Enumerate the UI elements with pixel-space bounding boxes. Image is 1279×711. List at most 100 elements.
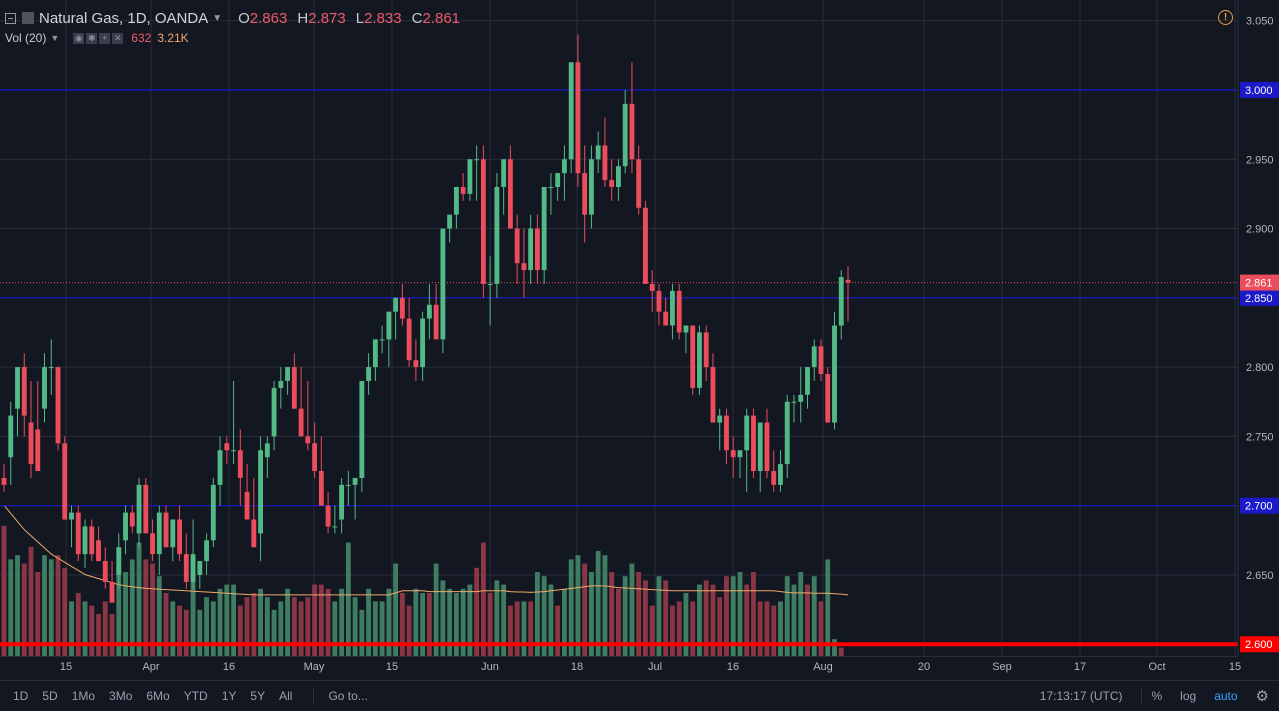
candle-body <box>399 297 405 319</box>
candle-body <box>609 180 615 187</box>
timeframe-1mo[interactable]: 1Mo <box>71 689 96 703</box>
volume-bar <box>28 546 34 656</box>
volume-bar <box>703 580 709 656</box>
volume-bar <box>737 572 743 656</box>
candle-body <box>697 332 702 388</box>
time-tick-label: Apr <box>142 661 159 673</box>
volume-bar <box>82 601 88 656</box>
time-tick-label: Jun <box>481 661 499 673</box>
candle-body <box>588 159 594 215</box>
volume-bar <box>96 614 101 656</box>
log-toggle[interactable]: log <box>1180 689 1197 703</box>
high-value: 2.873 <box>308 9 346 27</box>
candle-body <box>832 325 837 423</box>
plus-icon[interactable]: + <box>99 32 111 44</box>
symbol-name[interactable]: Natural Gas, 1D, OANDA <box>39 9 209 27</box>
price-label-tag <box>1240 81 1279 98</box>
timeframe-ytd[interactable]: YTD <box>183 689 208 703</box>
horizontal-lines <box>0 89 1238 647</box>
candle-body <box>217 450 223 485</box>
candle-body <box>325 505 331 527</box>
volume-bar <box>474 567 480 656</box>
volume-bar <box>784 576 790 656</box>
volume-bar <box>534 572 540 656</box>
price-chart[interactable]: 3.050 3.000 2.950 2.900 2.850 2.800 2.750 2.700… <box>0 0 1279 680</box>
chevron-down-icon[interactable]: ▼ <box>50 33 60 43</box>
auto-toggle[interactable]: auto <box>1214 689 1238 703</box>
clock-time[interactable]: 17:13:17 (UTC) <box>1039 689 1123 703</box>
volume-bar <box>170 601 176 656</box>
volume-bar <box>832 639 837 656</box>
time-tick-label: 15 <box>1229 661 1241 673</box>
timeframe-5d[interactable]: 5D <box>42 689 58 703</box>
volume-bar <box>453 593 459 656</box>
candle-body <box>595 145 601 160</box>
candle-body <box>798 394 804 402</box>
candle-body <box>332 526 338 528</box>
price-label-text: 2.861 <box>1245 278 1273 290</box>
close-icon[interactable]: ✕ <box>112 32 124 44</box>
candlesticks <box>1 34 851 603</box>
candle-body <box>528 228 534 271</box>
gear-icon[interactable]: ⚙ <box>1255 688 1269 705</box>
time-tick-label: Sep <box>992 661 1012 673</box>
candle-body <box>602 145 608 181</box>
volume-bar <box>555 605 561 656</box>
volume-bar <box>69 601 74 656</box>
candle-body <box>703 332 709 368</box>
eye-icon[interactable]: ◉ <box>73 32 85 44</box>
volume-bar <box>656 576 662 656</box>
volume-bar <box>602 555 608 656</box>
candle-body <box>629 103 635 160</box>
candle-body <box>507 159 513 229</box>
timeframe-6mo[interactable]: 6Mo <box>146 689 170 703</box>
volume-bar <box>582 563 588 656</box>
volume-bar <box>1 525 7 656</box>
volume-bar <box>791 584 797 656</box>
volume-bar <box>177 605 182 656</box>
candle-body <box>231 450 236 452</box>
goto-button[interactable]: Go to... <box>328 689 368 703</box>
candle-body <box>298 408 304 437</box>
volume-label[interactable]: Vol (20) <box>5 31 47 45</box>
price-label-tag <box>1240 497 1279 514</box>
settings-icon[interactable]: ✱ <box>86 32 98 44</box>
volume-bars <box>1 504 849 656</box>
candle-body <box>89 526 95 555</box>
time-tick-label: 17 <box>1074 661 1086 673</box>
timeframe-3mo[interactable]: 3Mo <box>109 689 133 703</box>
timeframe-5y[interactable]: 5Y <box>250 689 266 703</box>
timeframe-all[interactable]: All <box>279 689 293 703</box>
candle-body <box>460 186 466 194</box>
timeframe-1d[interactable]: 1D <box>13 689 29 703</box>
collapse-icon[interactable] <box>5 12 16 24</box>
volume-bar <box>237 605 243 656</box>
candle-body <box>210 484 216 541</box>
time-axis[interactable]: 15 Apr 16 May 15 Jun 18 Jul 16 Aug 20 Sep 17 Oct 15 <box>60 661 1241 673</box>
candle-body <box>143 484 149 534</box>
candle-body <box>811 346 817 368</box>
volume-bar <box>636 572 642 656</box>
volume-bar <box>264 597 270 656</box>
alert-icon[interactable]: ! <box>1218 10 1233 25</box>
candle-body <box>345 484 351 486</box>
candle-body <box>663 311 669 326</box>
volume-bar <box>643 580 648 656</box>
volume-bar <box>197 609 203 656</box>
candle-body <box>467 159 473 194</box>
volume-ma-value: 3.21K <box>157 31 189 45</box>
volume-bar <box>805 584 810 656</box>
chevron-down-icon[interactable]: ▼ <box>212 12 223 24</box>
percent-toggle[interactable]: % <box>1151 689 1163 703</box>
price-axis[interactable]: 3.050 3.000 2.950 2.900 2.850 2.800 2.750 2.700… <box>1240 16 1279 653</box>
volume-bar <box>372 601 378 656</box>
volume-bar <box>325 588 331 656</box>
volume-bar <box>460 588 466 656</box>
time-tick-label: Jul <box>648 661 662 673</box>
timeframe-1y[interactable]: 1Y <box>221 689 237 703</box>
volume-bar <box>717 597 723 656</box>
volume-bar <box>332 601 338 656</box>
time-tick-label: Oct <box>1148 661 1165 673</box>
price-label-text: 2.600 <box>1245 639 1273 651</box>
volume-bar <box>480 542 486 656</box>
